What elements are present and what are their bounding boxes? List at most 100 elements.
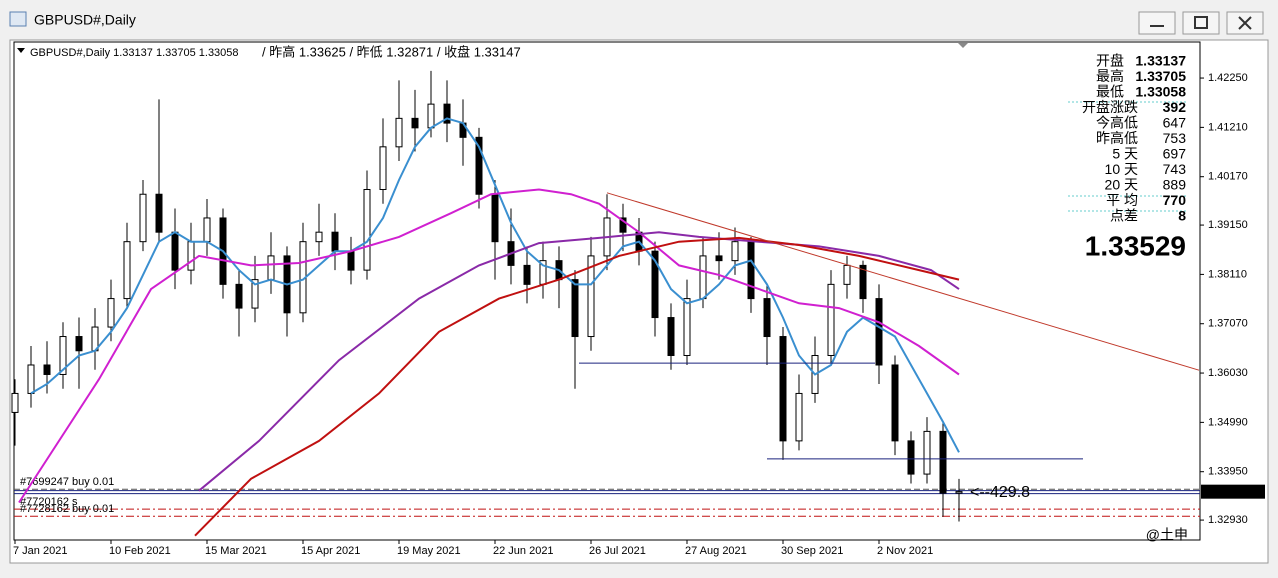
candle-body xyxy=(235,283,243,309)
maximize-button[interactable] xyxy=(1182,11,1220,35)
candle-body xyxy=(955,491,963,494)
chart-header-extra: / 昨高 1.33625 / 昨低 1.32871 / 收盘 1.33147 xyxy=(262,44,521,59)
window-icon xyxy=(9,11,27,27)
maximize-icon xyxy=(1194,16,1208,29)
candle-body xyxy=(939,430,947,494)
candle-body xyxy=(427,103,435,129)
candle-body xyxy=(411,117,419,129)
candle-body xyxy=(923,430,931,475)
chart-canvas xyxy=(9,39,1269,564)
x-tick-label: 19 May 2021 xyxy=(397,545,461,557)
stat-value: 889 xyxy=(1163,177,1187,193)
candle-body xyxy=(139,193,147,243)
y-tick-label: 1.42250 xyxy=(1208,72,1248,84)
candle-body xyxy=(667,317,675,357)
x-tick-label: 30 Sep 2021 xyxy=(781,545,843,557)
plot-border xyxy=(13,41,1201,541)
order-label: #7728162 buy 0.01 xyxy=(20,503,114,515)
stat-label: 点差 xyxy=(1110,208,1138,224)
candle-body xyxy=(203,217,211,243)
moving-average xyxy=(30,117,960,453)
order-label: #7699247 buy 0.01 xyxy=(20,476,114,488)
stat-value: 1.33705 xyxy=(1135,68,1186,84)
y-tick-label: 1.33950 xyxy=(1208,466,1248,478)
stat-label: 5 天 xyxy=(1112,146,1138,162)
stat-label: 最高 xyxy=(1096,68,1124,84)
order-label: #7720162 s xyxy=(20,496,78,508)
candle-body xyxy=(763,298,771,338)
candle-body xyxy=(475,136,483,195)
candle-body xyxy=(891,364,899,442)
candle-body xyxy=(587,255,595,338)
candle-body xyxy=(187,241,195,271)
stat-value: 697 xyxy=(1163,146,1187,162)
shift-marker xyxy=(958,43,968,48)
window-buttons[interactable] xyxy=(1138,11,1264,35)
x-tick-label: 26 Jul 2021 xyxy=(589,545,646,557)
candle-body xyxy=(859,264,867,300)
y-tick-label: 1.41210 xyxy=(1208,121,1248,133)
candle-body xyxy=(731,241,739,262)
window-title: GBPUSD#,Daily xyxy=(34,12,136,28)
y-tick-label: 1.32930 xyxy=(1208,514,1248,526)
x-tick-label: 27 Aug 2021 xyxy=(685,545,747,557)
candle-body xyxy=(395,117,403,148)
candle-body xyxy=(843,264,851,285)
candle-body xyxy=(827,283,835,357)
x-tick-label: 22 Jun 2021 xyxy=(493,545,554,557)
current-price-label: 1.33529 xyxy=(1208,486,1248,498)
stat-value: 1.33058 xyxy=(1135,84,1186,100)
stat-value: 647 xyxy=(1163,115,1187,131)
moving-average xyxy=(194,236,960,537)
candle-body xyxy=(315,231,323,243)
candle-body xyxy=(107,298,115,328)
header-triangle xyxy=(17,48,25,53)
candle-body xyxy=(619,217,627,233)
stat-label: 开盘 xyxy=(1096,53,1124,69)
minimize-button[interactable] xyxy=(1138,11,1176,35)
candle-body xyxy=(523,264,531,285)
candle-body xyxy=(347,250,355,271)
y-tick-label: 1.39150 xyxy=(1208,219,1248,231)
candle-body xyxy=(267,255,275,281)
candle-body xyxy=(171,231,179,271)
moving-average xyxy=(198,231,960,492)
stat-value: 753 xyxy=(1163,130,1187,146)
candle-body xyxy=(683,298,691,357)
stat-value: 392 xyxy=(1163,99,1187,115)
big-price: 1.33529 xyxy=(1085,230,1186,261)
candle-body xyxy=(715,255,723,262)
candle-body xyxy=(123,241,131,300)
x-tick-label: 15 Apr 2021 xyxy=(301,545,360,557)
candle-body xyxy=(11,392,19,413)
candle-body xyxy=(699,255,707,300)
candle-body xyxy=(331,231,339,252)
watermark: @土申 xyxy=(1146,527,1188,543)
candle-body xyxy=(251,279,259,309)
candle-body xyxy=(571,279,579,338)
x-tick-label: 7 Jan 2021 xyxy=(13,545,67,557)
y-tick-label: 1.38110 xyxy=(1208,268,1247,280)
candle-body xyxy=(875,298,883,366)
chart-header: GBPUSD#,Daily 1.33137 1.33705 1.33058 xyxy=(30,47,239,59)
x-tick-label: 15 Mar 2021 xyxy=(205,545,267,557)
candle-body xyxy=(59,336,67,375)
stat-label: 最低 xyxy=(1096,84,1124,100)
candle-body xyxy=(491,193,499,243)
y-tick-label: 1.36030 xyxy=(1208,367,1248,379)
candle-body xyxy=(379,146,387,191)
candle-body xyxy=(43,364,51,375)
y-tick-label: 1.37070 xyxy=(1208,318,1248,330)
x-tick-label: 2 Nov 2021 xyxy=(877,545,933,557)
stat-label: 20 天 xyxy=(1105,177,1138,193)
candle-body xyxy=(907,440,915,475)
stat-value: 770 xyxy=(1163,192,1187,208)
candle-body xyxy=(443,103,451,124)
stat-label: 今高低 xyxy=(1096,115,1138,131)
stat-label: 平 均 xyxy=(1106,192,1138,208)
current-price-box xyxy=(1201,484,1265,499)
y-tick-label: 1.34990 xyxy=(1208,416,1248,428)
candle-body xyxy=(27,364,35,394)
